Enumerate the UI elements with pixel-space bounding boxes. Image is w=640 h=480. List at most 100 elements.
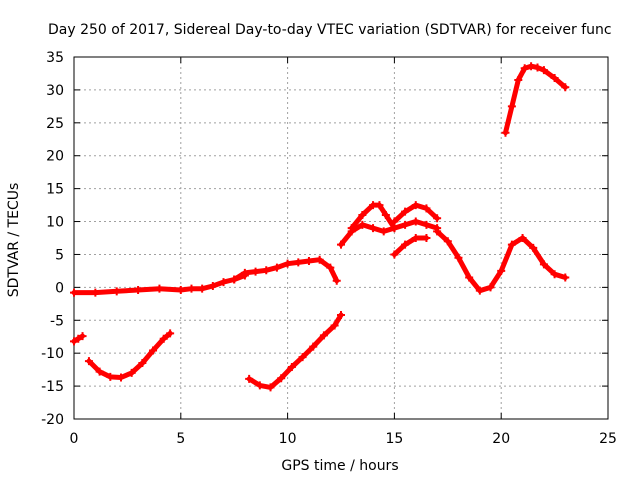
data-point <box>134 285 143 294</box>
x-tick-label: 5 <box>176 431 185 447</box>
series-peak-14h <box>347 201 399 233</box>
data-point <box>219 278 228 287</box>
data-point <box>78 332 87 341</box>
data-point <box>347 224 356 233</box>
data-point <box>272 263 281 272</box>
data-point <box>539 66 548 75</box>
data-point <box>507 102 516 111</box>
data-point <box>381 210 390 219</box>
data-point <box>337 311 345 320</box>
data-point <box>116 373 125 382</box>
data-point <box>486 283 495 292</box>
data-point <box>176 285 185 294</box>
data-point <box>443 237 452 246</box>
y-tick-label: 20 <box>46 149 64 165</box>
x-tick-label: 15 <box>385 431 403 447</box>
data-point <box>379 227 388 236</box>
series-line <box>338 219 440 248</box>
data-point <box>112 287 121 296</box>
data-point <box>166 329 175 338</box>
data-point <box>91 288 100 297</box>
data-point <box>411 201 420 210</box>
series-trough-19h <box>433 227 570 295</box>
data-series <box>70 62 570 392</box>
data-point <box>401 207 410 216</box>
plot-frame <box>73 56 609 420</box>
data-point <box>475 286 484 295</box>
data-point <box>401 240 410 249</box>
data-point <box>255 381 264 390</box>
data-point <box>411 217 420 226</box>
series-segment-21-23h <box>501 62 570 137</box>
data-point <box>138 359 147 368</box>
data-point <box>159 334 168 343</box>
data-point <box>433 214 442 223</box>
data-point <box>149 346 158 355</box>
data-point <box>369 224 378 233</box>
data-point <box>401 220 410 229</box>
data-point <box>337 240 345 249</box>
data-point <box>422 220 431 229</box>
data-point <box>198 284 207 293</box>
x-tick-label: 0 <box>70 431 79 447</box>
data-point <box>390 217 399 226</box>
y-tick-label: 5 <box>55 247 64 263</box>
series-line <box>434 228 568 294</box>
y-tick-label: 0 <box>55 280 64 296</box>
y-tick-label: 35 <box>46 50 64 66</box>
data-point <box>315 255 324 264</box>
series-peak-16h <box>390 201 442 226</box>
data-point <box>70 288 78 297</box>
y-tick-label: -5 <box>50 313 64 329</box>
data-point <box>287 363 296 372</box>
data-point <box>518 234 527 242</box>
data-point <box>304 257 313 266</box>
data-point <box>561 273 570 282</box>
data-point <box>497 266 506 275</box>
data-point <box>465 273 474 282</box>
data-point <box>332 276 341 285</box>
data-point <box>375 201 384 210</box>
data-point <box>514 76 523 85</box>
data-point <box>454 253 463 262</box>
y-tick-label: 30 <box>46 83 64 99</box>
series-line <box>391 235 429 257</box>
data-point <box>240 268 249 277</box>
chart-title: Day 250 of 2017, Sidereal Day-to-day VTE… <box>48 22 612 38</box>
data-point <box>550 270 559 279</box>
data-point <box>309 342 318 351</box>
x-tick-label: 20 <box>492 431 510 447</box>
series-segment-0-5h <box>84 329 175 382</box>
data-point <box>422 204 431 213</box>
data-point <box>208 282 217 291</box>
data-point <box>520 64 529 73</box>
data-point <box>358 220 367 229</box>
data-point <box>422 234 431 242</box>
series-start-0h <box>70 332 87 346</box>
data-point <box>251 267 260 276</box>
data-point <box>411 234 420 242</box>
data-point <box>298 353 307 362</box>
data-point <box>319 331 328 340</box>
data-point <box>433 227 442 236</box>
data-point <box>245 374 254 383</box>
data-point <box>127 368 136 377</box>
y-tick-label: -10 <box>41 346 64 362</box>
data-point <box>70 337 78 346</box>
data-point <box>529 243 538 252</box>
data-point <box>294 258 303 267</box>
data-point <box>95 367 104 376</box>
y-tick-label: 10 <box>46 215 64 231</box>
data-point <box>155 284 164 293</box>
y-tick-label: -15 <box>41 379 64 395</box>
data-point <box>106 372 115 381</box>
series-band-8-12h <box>230 255 341 285</box>
data-point <box>539 260 548 269</box>
y-tick-label: -20 <box>41 412 64 428</box>
data-point <box>533 63 542 72</box>
data-point <box>507 240 516 249</box>
data-point <box>74 334 83 343</box>
x-tick-label: 25 <box>599 431 617 447</box>
